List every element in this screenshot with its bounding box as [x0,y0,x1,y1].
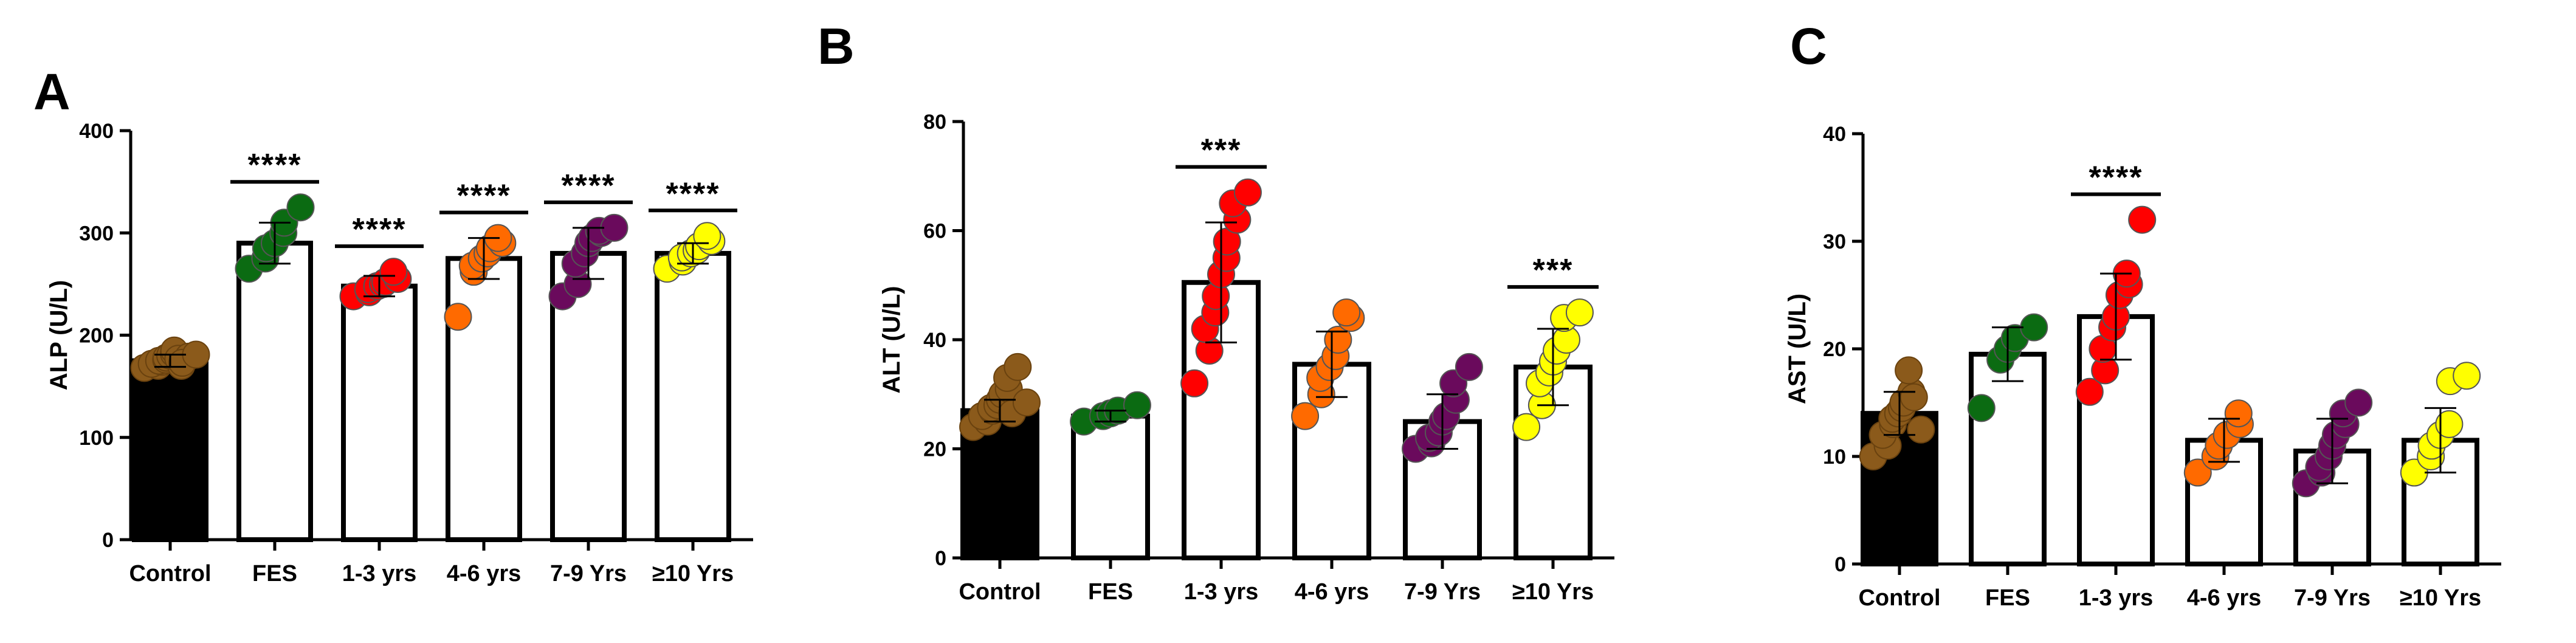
chart-panel-a: A ALP (U/L) 0 100 200 300 400 Control FES **** 1-3… [33,63,753,586]
significance-stars: *** [1201,133,1242,168]
y-tick-label: 10 [1823,445,1846,469]
y-axis-title: AST (U/L) [1784,294,1811,404]
significance-stars: *** [1533,253,1574,288]
chart-panel-b: B ALT (U/L) 0 20 40 60 80 Control FES 1-3 yrs *** 4… [818,18,1614,605]
y-axis-title: ALP (U/L) [46,280,72,390]
data-point [2183,458,2212,487]
data-point [600,213,629,242]
x-tick-label: 1-3 yrs [1184,579,1259,605]
x-tick-label: 7-9 Yrs [1404,579,1481,605]
x-tick-label: FES [1088,579,1133,605]
data-point [286,193,315,222]
significance-stars: **** [562,168,616,204]
data-point [1233,178,1262,207]
y-tick-label: 0 [102,529,114,552]
panel-letter: C [1790,18,1827,75]
data-point [2453,362,2481,390]
chart-panel-c: C AST (U/L) 0 10 20 30 40 Control FES 1-3 yrs ****… [1784,18,2501,611]
data-point [2224,399,2253,428]
y-tick-label: 200 [79,325,114,348]
x-tick-label: 7-9 Yrs [550,561,627,586]
significance-stars: **** [353,212,407,247]
data-point [1291,402,1320,430]
data-point [1895,356,1923,385]
x-tick-label: ≥10 Yrs [1512,579,1594,605]
bar-6 [655,250,731,542]
y-tick-label: 300 [79,222,114,245]
y-tick-label: 80 [923,111,946,134]
y-tick-label: 40 [1823,123,1846,146]
bar-2 [1969,351,2047,566]
data-point [1512,413,1541,441]
bar-4 [1292,362,1371,560]
bar-1 [132,358,208,542]
data-point [1123,391,1151,419]
panel-letter: B [818,18,855,75]
x-tick-label: Control [129,561,211,586]
data-point [1004,352,1032,381]
significance-stars: **** [2089,160,2143,196]
x-tick-label: 4-6 yrs [447,561,522,586]
y-tick-label: 30 [1823,230,1846,253]
data-point [1012,388,1041,417]
y-tick-label: 60 [923,220,946,243]
y-tick-label: 0 [935,547,946,570]
y-axis-title: ALT (U/L) [878,286,905,394]
x-tick-label: 4-6 yrs [2187,585,2262,611]
y-tick-label: 100 [79,427,114,450]
panel-letter: A [33,63,71,120]
y-tick-label: 40 [923,329,946,352]
data-point [379,258,408,286]
data-point [2075,377,2104,406]
significance-stars: **** [248,148,302,183]
bar-1 [960,408,1039,560]
y-tick-label: 20 [923,438,946,461]
significance-stars: **** [666,176,720,211]
bar-2 [1071,413,1150,561]
data-point [1899,383,1928,411]
bar-3 [341,283,418,542]
x-tick-label: 7-9 Yrs [2294,585,2371,611]
x-tick-label: Control [959,579,1041,605]
x-tick-label: ≥10 Yrs [652,561,734,586]
x-tick-label: 4-6 yrs [1295,579,1369,605]
data-point [2020,313,2048,342]
significance-stars: **** [457,179,511,214]
y-tick-label: 400 [79,120,114,143]
data-point [2128,205,2157,234]
data-point [1967,394,1996,422]
x-tick-label: 1-3 yrs [342,561,417,586]
x-tick-label: Control [1858,585,1940,611]
bar-2 [236,241,313,542]
x-tick-label: 1-3 yrs [2079,585,2154,611]
data-point [182,340,210,369]
y-tick-label: 0 [1834,553,1846,576]
data-point [693,222,721,250]
data-point [444,303,472,331]
data-point [1180,369,1209,397]
x-tick-label: FES [252,561,297,586]
x-tick-label: FES [1985,585,2030,611]
data-point [2344,388,2373,417]
data-point [1565,298,1594,327]
data-point [2435,410,2464,438]
x-tick-label: ≥10 Yrs [2400,585,2481,611]
y-tick-label: 20 [1823,338,1846,361]
data-point [1907,415,1935,444]
bar-4 [446,256,522,542]
data-point [1332,298,1361,327]
data-point [1455,352,1483,381]
